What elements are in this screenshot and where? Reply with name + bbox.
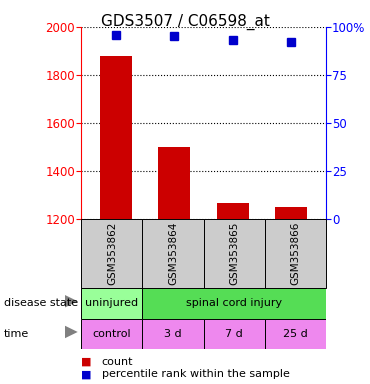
Text: percentile rank within the sample: percentile rank within the sample <box>102 369 290 379</box>
Bar <box>265 319 326 349</box>
Text: GSM353865: GSM353865 <box>229 222 239 285</box>
Polygon shape <box>65 326 78 338</box>
Text: uninjured: uninjured <box>85 298 138 308</box>
Bar <box>204 219 265 288</box>
Bar <box>142 288 326 319</box>
Text: disease state: disease state <box>4 298 78 308</box>
Bar <box>100 56 132 219</box>
Polygon shape <box>65 295 78 308</box>
Text: count: count <box>102 357 133 367</box>
Bar <box>142 319 204 349</box>
Text: control: control <box>92 329 131 339</box>
Text: ■: ■ <box>81 369 92 379</box>
Text: time: time <box>4 329 29 339</box>
Bar <box>142 219 204 288</box>
Text: GSM353866: GSM353866 <box>290 222 300 285</box>
Text: GDS3507 / C06598_at: GDS3507 / C06598_at <box>101 13 269 30</box>
Text: 25 d: 25 d <box>283 329 307 339</box>
Text: GSM353862: GSM353862 <box>107 222 117 285</box>
Text: 3 d: 3 d <box>164 329 182 339</box>
Text: 7 d: 7 d <box>225 329 243 339</box>
Bar <box>216 203 249 219</box>
Text: spinal cord injury: spinal cord injury <box>186 298 282 308</box>
Bar <box>158 147 191 219</box>
Bar <box>275 207 307 219</box>
Text: ■: ■ <box>81 357 92 367</box>
Text: GSM353864: GSM353864 <box>168 222 178 285</box>
Bar <box>204 319 265 349</box>
Bar <box>81 219 142 288</box>
Bar <box>81 319 142 349</box>
Bar <box>265 219 326 288</box>
Bar <box>81 288 142 319</box>
